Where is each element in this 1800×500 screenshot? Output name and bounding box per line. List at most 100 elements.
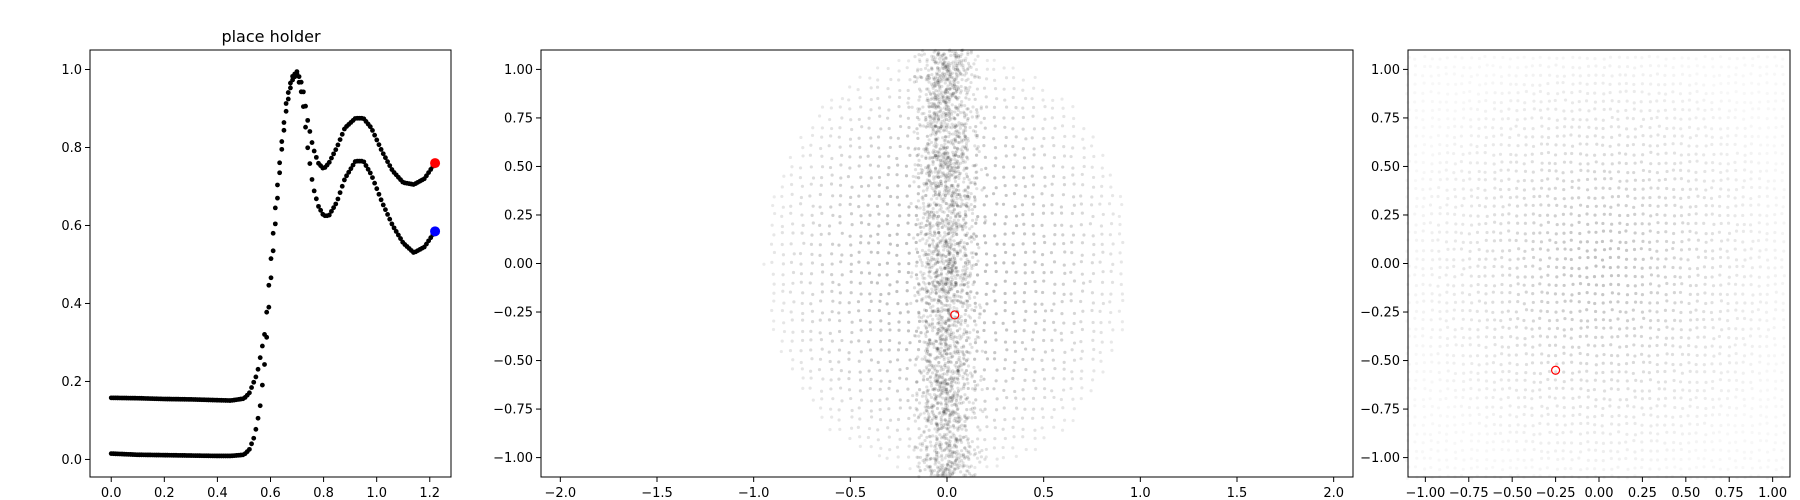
cloud-point (947, 459, 951, 463)
cloud-point (895, 280, 899, 284)
cloud-point (939, 126, 943, 131)
cloud-point (957, 419, 961, 423)
cloud-point (941, 396, 945, 400)
cloud-point (906, 146, 910, 150)
cloud-point (799, 349, 803, 353)
cloud-point (1462, 101, 1465, 104)
cloud-point (971, 251, 975, 255)
cloud-point (898, 406, 902, 410)
cloud-point (1491, 81, 1494, 84)
cloud-point (1428, 283, 1432, 287)
cloud-point (790, 367, 795, 371)
cloud-point (1423, 65, 1426, 68)
cloud-point (921, 297, 925, 301)
cloud-point (889, 194, 893, 199)
cloud-point (1500, 249, 1505, 253)
cloud-point (934, 89, 938, 93)
cloud-point (1041, 98, 1045, 102)
cloud-point (922, 52, 927, 56)
cloud-point (1098, 202, 1102, 206)
cloud-point (1034, 321, 1038, 325)
cloud-point (926, 388, 931, 392)
cloud-point (850, 127, 854, 132)
cloud-point (945, 145, 949, 149)
cloud-point (944, 254, 948, 259)
curve-point (264, 309, 270, 315)
cloud-point (960, 228, 965, 232)
cloud-point (924, 424, 928, 429)
cloud-point (930, 116, 934, 120)
cloud-point (934, 137, 938, 141)
cloud-point (1452, 292, 1456, 296)
cloud-point (959, 84, 963, 89)
cloud-point (925, 330, 929, 334)
cloud-point (789, 211, 793, 215)
cloud-point (910, 105, 914, 109)
cloud-point (1515, 449, 1519, 453)
cloud-point (1492, 264, 1496, 269)
cloud-point (1032, 347, 1036, 352)
cloud-point (821, 270, 825, 274)
cloud-point (965, 201, 969, 205)
cloud-point (936, 364, 940, 368)
cloud-point (926, 216, 930, 220)
cloud-point (1507, 187, 1511, 192)
cloud-point (869, 399, 874, 403)
cloud-point (876, 135, 881, 139)
cloud-point (858, 417, 862, 421)
cloud-point (937, 117, 941, 121)
cloud-point (885, 456, 889, 460)
cloud-point (959, 147, 963, 151)
curve-point (333, 201, 339, 207)
cloud-point (1446, 93, 1449, 96)
cloud-point (781, 289, 785, 293)
curve-point (337, 137, 343, 143)
cloud-point (943, 363, 947, 367)
cloud-point (947, 266, 951, 270)
cloud-point (1422, 135, 1425, 138)
cloud-point (928, 167, 932, 171)
cloud-point (945, 444, 950, 448)
cloud-point (941, 253, 946, 257)
cloud-point (936, 117, 941, 121)
cloud-point (1438, 317, 1442, 321)
cloud-point (1548, 343, 1552, 347)
cloud-point (1108, 320, 1112, 324)
cloud-point (948, 425, 952, 429)
cloud-point (961, 153, 966, 157)
cloud-point (931, 105, 935, 109)
cloud-point (940, 449, 944, 453)
cloud-point (948, 87, 952, 91)
cloud-point (780, 308, 785, 313)
cloud-point (939, 179, 943, 183)
cloud-point (1422, 405, 1425, 408)
cloud-point (1514, 169, 1518, 173)
cloud-point (913, 419, 917, 423)
cloud-point (968, 303, 972, 308)
cloud-point (969, 80, 973, 85)
cloud-point (956, 166, 960, 170)
cloud-point (923, 212, 927, 216)
cloud-point (983, 221, 987, 225)
cloud-point (930, 366, 934, 370)
cloud-point (1475, 309, 1479, 314)
cloud-point (964, 204, 969, 208)
cloud-point (925, 385, 929, 389)
cloud-point (956, 389, 961, 393)
cloud-point (907, 261, 911, 266)
cloud-point (1043, 184, 1047, 188)
cloud-point (1501, 205, 1505, 209)
cloud-point (1062, 418, 1067, 422)
cloud-point (942, 372, 946, 376)
cloud-point (933, 116, 937, 120)
cloud-point (938, 318, 942, 322)
cloud-point (929, 250, 933, 254)
cloud-point (1041, 204, 1046, 208)
cloud-point (1452, 361, 1456, 365)
cloud-point (1515, 362, 1519, 367)
cloud-point (947, 168, 951, 172)
cloud-point (950, 272, 954, 276)
cloud-point (1060, 300, 1064, 304)
cloud-point (1546, 194, 1550, 198)
cloud-point (958, 71, 963, 76)
